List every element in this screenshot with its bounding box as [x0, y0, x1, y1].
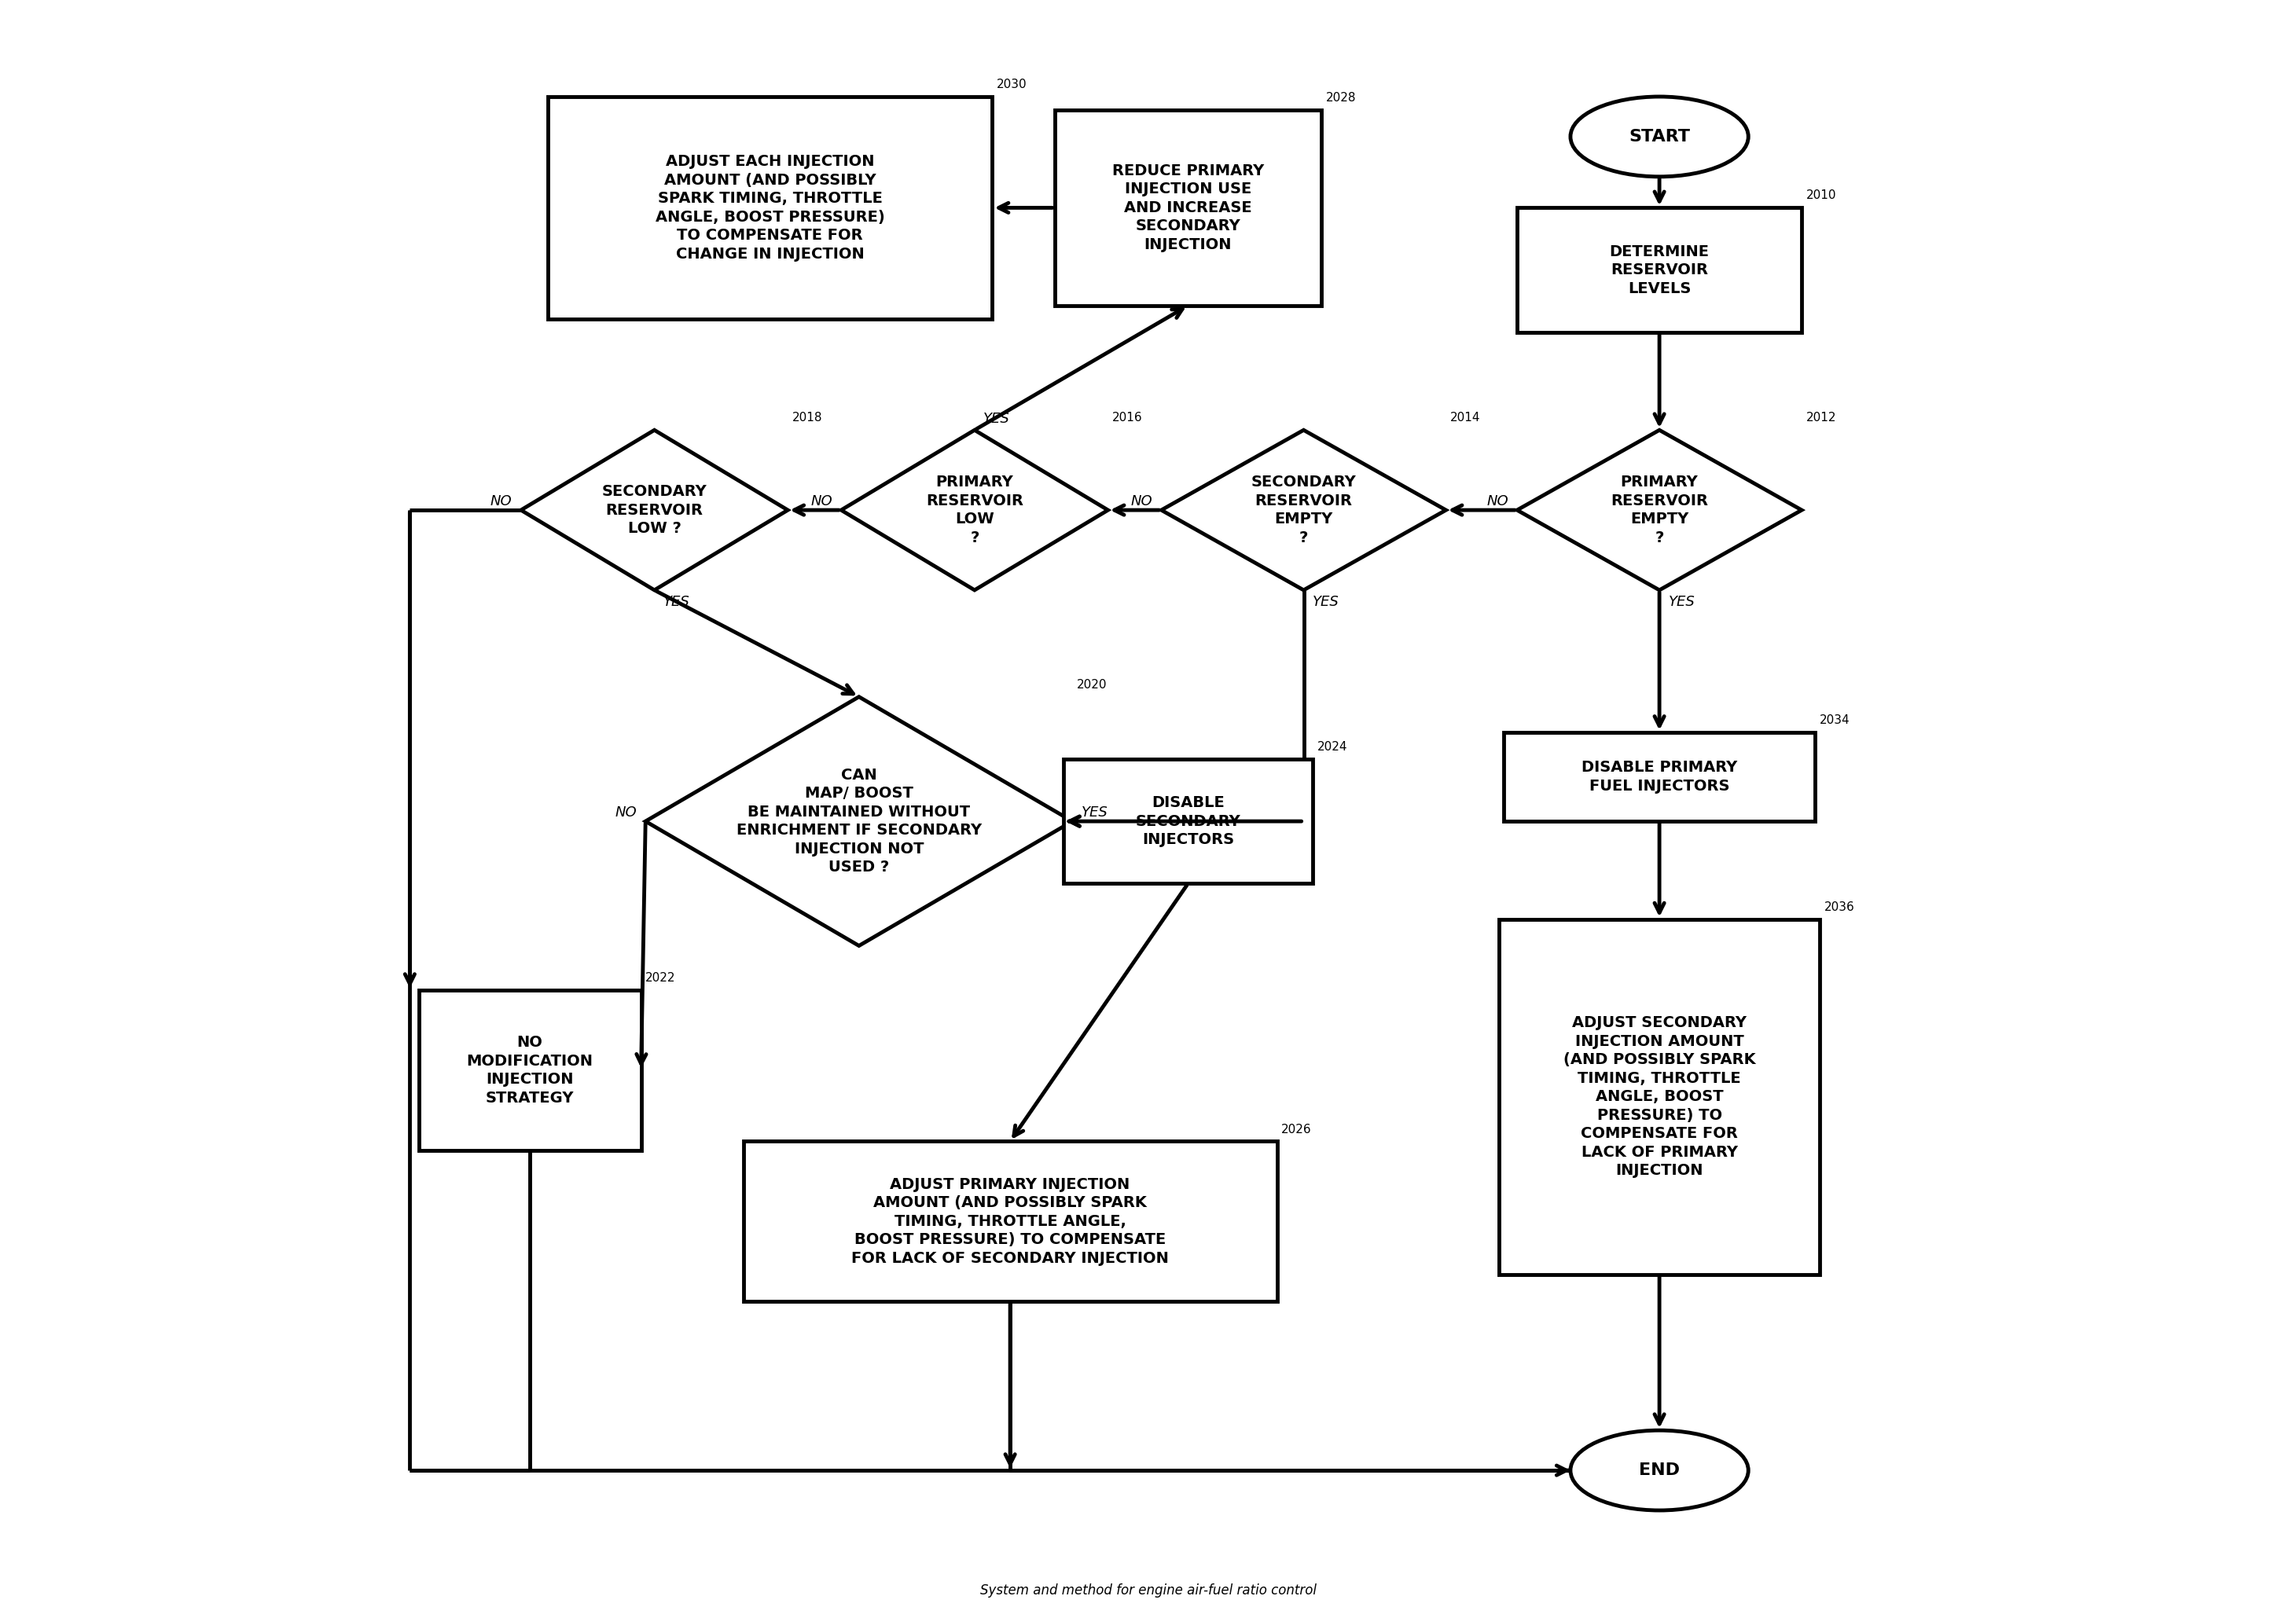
FancyBboxPatch shape: [1504, 733, 1816, 821]
Text: 2016: 2016: [1114, 411, 1143, 424]
Text: YES: YES: [1081, 805, 1109, 820]
Polygon shape: [645, 697, 1072, 947]
Text: YES: YES: [664, 595, 689, 609]
Text: NO: NO: [615, 805, 636, 820]
Text: 2018: 2018: [792, 411, 822, 424]
Text: 2028: 2028: [1325, 92, 1357, 104]
Text: YES: YES: [983, 411, 1010, 426]
Text: END: END: [1639, 1462, 1681, 1478]
Text: 2012: 2012: [1807, 411, 1837, 424]
Text: 2020: 2020: [1077, 678, 1107, 691]
Polygon shape: [840, 431, 1109, 590]
Text: 2024: 2024: [1318, 741, 1348, 752]
Text: 2010: 2010: [1807, 190, 1837, 201]
FancyBboxPatch shape: [744, 1141, 1277, 1302]
Polygon shape: [1162, 431, 1446, 590]
Text: 2036: 2036: [1823, 902, 1855, 913]
FancyBboxPatch shape: [549, 96, 992, 318]
Text: NO
MODIFICATION
INJECTION
STRATEGY: NO MODIFICATION INJECTION STRATEGY: [466, 1035, 592, 1106]
Text: SECONDARY
RESERVOIR
EMPTY
?: SECONDARY RESERVOIR EMPTY ?: [1251, 476, 1357, 545]
Text: DETERMINE
RESERVOIR
LEVELS: DETERMINE RESERVOIR LEVELS: [1609, 244, 1708, 296]
Text: 2034: 2034: [1818, 715, 1851, 726]
Text: SECONDARY
RESERVOIR
LOW ?: SECONDARY RESERVOIR LOW ?: [602, 484, 707, 537]
Text: ADJUST EACH INJECTION
AMOUNT (AND POSSIBLY
SPARK TIMING, THROTTLE
ANGLE, BOOST P: ADJUST EACH INJECTION AMOUNT (AND POSSIB…: [654, 154, 884, 262]
FancyBboxPatch shape: [1063, 759, 1313, 884]
Ellipse shape: [1570, 1430, 1747, 1511]
Text: YES: YES: [1313, 595, 1339, 609]
Polygon shape: [1518, 431, 1802, 590]
Text: NO: NO: [810, 493, 831, 508]
Text: DISABLE PRIMARY
FUEL INJECTORS: DISABLE PRIMARY FUEL INJECTORS: [1582, 760, 1738, 794]
FancyBboxPatch shape: [418, 990, 641, 1151]
Text: DISABLE
SECONDARY
INJECTORS: DISABLE SECONDARY INJECTORS: [1137, 795, 1240, 847]
Text: ADJUST PRIMARY INJECTION
AMOUNT (AND POSSIBLY SPARK
TIMING, THROTTLE ANGLE,
BOOS: ADJUST PRIMARY INJECTION AMOUNT (AND POS…: [852, 1176, 1169, 1266]
Text: 2030: 2030: [996, 79, 1026, 90]
Text: PRIMARY
RESERVOIR
LOW
?: PRIMARY RESERVOIR LOW ?: [925, 476, 1024, 545]
Text: 2014: 2014: [1451, 411, 1481, 424]
Ellipse shape: [1570, 96, 1747, 177]
Polygon shape: [521, 431, 788, 590]
Text: 2022: 2022: [645, 972, 675, 983]
FancyBboxPatch shape: [1518, 207, 1802, 333]
Text: NO: NO: [1486, 493, 1508, 508]
FancyBboxPatch shape: [1054, 109, 1322, 305]
Text: YES: YES: [1669, 595, 1694, 609]
Text: NO: NO: [491, 493, 512, 508]
Text: PRIMARY
RESERVOIR
EMPTY
?: PRIMARY RESERVOIR EMPTY ?: [1612, 476, 1708, 545]
Text: CAN
MAP/ BOOST
BE MAINTAINED WITHOUT
ENRICHMENT IF SECONDARY
INJECTION NOT
USED : CAN MAP/ BOOST BE MAINTAINED WITHOUT ENR…: [737, 768, 983, 874]
Text: ADJUST SECONDARY
INJECTION AMOUNT
(AND POSSIBLY SPARK
TIMING, THROTTLE
ANGLE, BO: ADJUST SECONDARY INJECTION AMOUNT (AND P…: [1564, 1016, 1756, 1178]
FancyBboxPatch shape: [1499, 919, 1818, 1274]
Text: REDUCE PRIMARY
INJECTION USE
AND INCREASE
SECONDARY
INJECTION: REDUCE PRIMARY INJECTION USE AND INCREAS…: [1111, 164, 1265, 252]
Text: START: START: [1628, 129, 1690, 145]
Text: 2026: 2026: [1281, 1123, 1311, 1135]
Text: System and method for engine air-fuel ratio control: System and method for engine air-fuel ra…: [980, 1583, 1316, 1597]
Text: NO: NO: [1130, 493, 1153, 508]
